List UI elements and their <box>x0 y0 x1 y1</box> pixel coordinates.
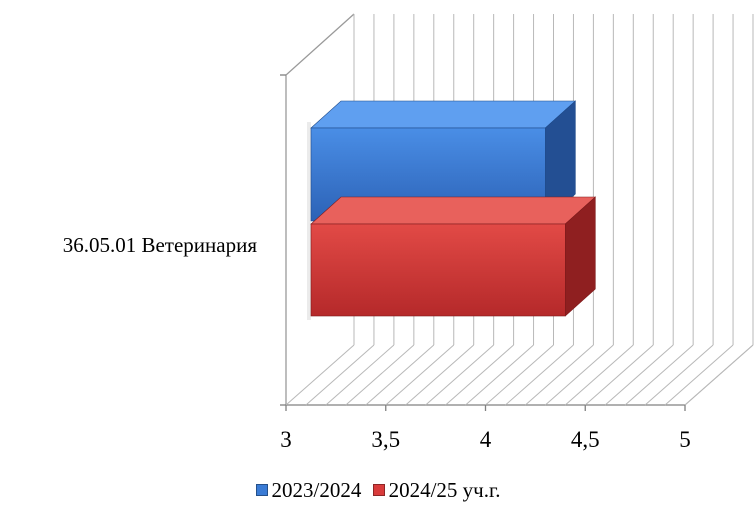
x-axis-ticks: 3 3,5 4 4,5 5 <box>280 74 691 452</box>
gridline-floor <box>385 344 455 406</box>
gridline-floor <box>365 344 435 406</box>
legend-item-series-1: 2023/2024 <box>255 478 362 502</box>
legend-swatch-series-1 <box>255 484 268 496</box>
gridline-floor <box>584 344 654 406</box>
gridline-floor <box>405 344 475 406</box>
category-label: 36.05.01 Ветеринария <box>63 233 258 257</box>
legend-label-series-1: 2023/2024 <box>271 478 362 502</box>
gridline-floor <box>345 344 415 406</box>
x-tick-label: 4,5 <box>571 427 600 452</box>
bar-top-face <box>310 196 597 225</box>
gridline-floor <box>425 344 494 406</box>
bar-front-face <box>310 223 566 317</box>
gridline-floor <box>545 344 614 406</box>
gridline-floor <box>604 344 674 406</box>
gridline-floor <box>485 344 554 406</box>
legend: 2023/2024 2024/25 уч.г. <box>0 478 756 502</box>
gridline-floor <box>564 344 634 406</box>
gridline-floor <box>465 344 534 406</box>
x-tick-label: 3 <box>280 427 292 452</box>
legend-item-series-2: 2024/25 уч.г. <box>372 478 501 502</box>
gridline-floor <box>664 344 734 406</box>
gridline-floor <box>505 344 574 406</box>
bars <box>307 100 597 320</box>
gridline-floor <box>684 344 754 406</box>
gridline-floor <box>624 344 694 406</box>
gridline-floor <box>644 344 714 406</box>
gridline-floor <box>445 344 514 406</box>
bar-top-face <box>310 100 577 129</box>
x-tick-label: 5 <box>679 427 691 452</box>
legend-label-series-2: 2024/25 уч.г. <box>388 478 501 502</box>
legend-swatch-series-2 <box>372 484 385 496</box>
gridline-floor <box>305 344 375 406</box>
x-tick-label: 4 <box>480 427 492 452</box>
bar-series-2 <box>310 196 597 317</box>
bar-shadow <box>307 122 311 320</box>
gridline-floor <box>525 344 594 406</box>
x-tick-label: 3,5 <box>371 427 400 452</box>
gridline-floor <box>285 344 355 406</box>
gridline-floor <box>325 344 395 406</box>
